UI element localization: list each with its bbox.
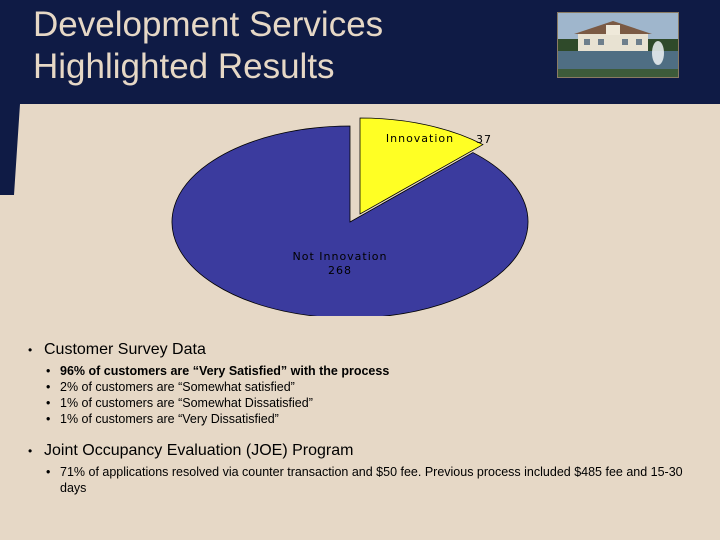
bullet-icon: •	[46, 412, 51, 426]
bullet-icon: •	[46, 364, 51, 378]
list-item-text: 96% of customers are “Very Satisfied” wi…	[60, 364, 390, 378]
list-item: • 1% of customers are “Somewhat Dissatisf…	[46, 395, 708, 411]
section-survey: • Customer Survey Data • 96% of customers…	[28, 340, 708, 427]
survey-list: • 96% of customers are “Very Satisfied” w…	[46, 363, 708, 427]
list-item-text: 1% of customers are “Very Dissatisfied”	[60, 412, 279, 426]
pie-label-innovation: Innovation	[386, 132, 454, 145]
content-area: • Customer Survey Data • 96% of customers…	[28, 340, 708, 510]
joe-list: • 71% of applications resolved via counte…	[46, 464, 708, 496]
pie-slice-innovation	[359, 117, 484, 215]
section-heading: Joint Occupancy Evaluation (JOE) Program	[44, 442, 354, 459]
section-heading: Customer Survey Data	[44, 341, 206, 358]
bullet-icon: •	[28, 444, 33, 458]
list-item: • 96% of customers are “Very Satisfied” w…	[46, 363, 708, 379]
list-item: • 2% of customers are “Somewhat satisfied…	[46, 379, 708, 395]
building-with-fountain-photo	[557, 12, 679, 78]
section-joe: • Joint Occupancy Evaluation (JOE) Progr…	[28, 441, 708, 496]
list-item: • 1% of customers are “Very Dissatisfied”	[46, 411, 708, 427]
list-item-text: 71% of applications resolved via counter…	[60, 465, 683, 495]
list-item-text: 1% of customers are “Somewhat Dissatisfi…	[60, 396, 313, 410]
bullet-icon: •	[28, 343, 33, 357]
list-item-text: 2% of customers are “Somewhat satisfied”	[60, 380, 295, 394]
pie-label-not-innovation: Not Innovation	[292, 250, 387, 263]
pie-slice-not-innovation	[171, 125, 529, 316]
bullet-icon: •	[46, 465, 51, 479]
pie-value-not-innovation: 268	[328, 264, 352, 277]
bullet-icon: •	[46, 380, 51, 394]
slide-title: Development Services Highlighted Results	[33, 5, 384, 86]
bullet-icon: •	[46, 396, 51, 410]
pie-value-innovation: 37	[476, 133, 492, 146]
list-item: • 71% of applications resolved via counte…	[46, 464, 708, 496]
